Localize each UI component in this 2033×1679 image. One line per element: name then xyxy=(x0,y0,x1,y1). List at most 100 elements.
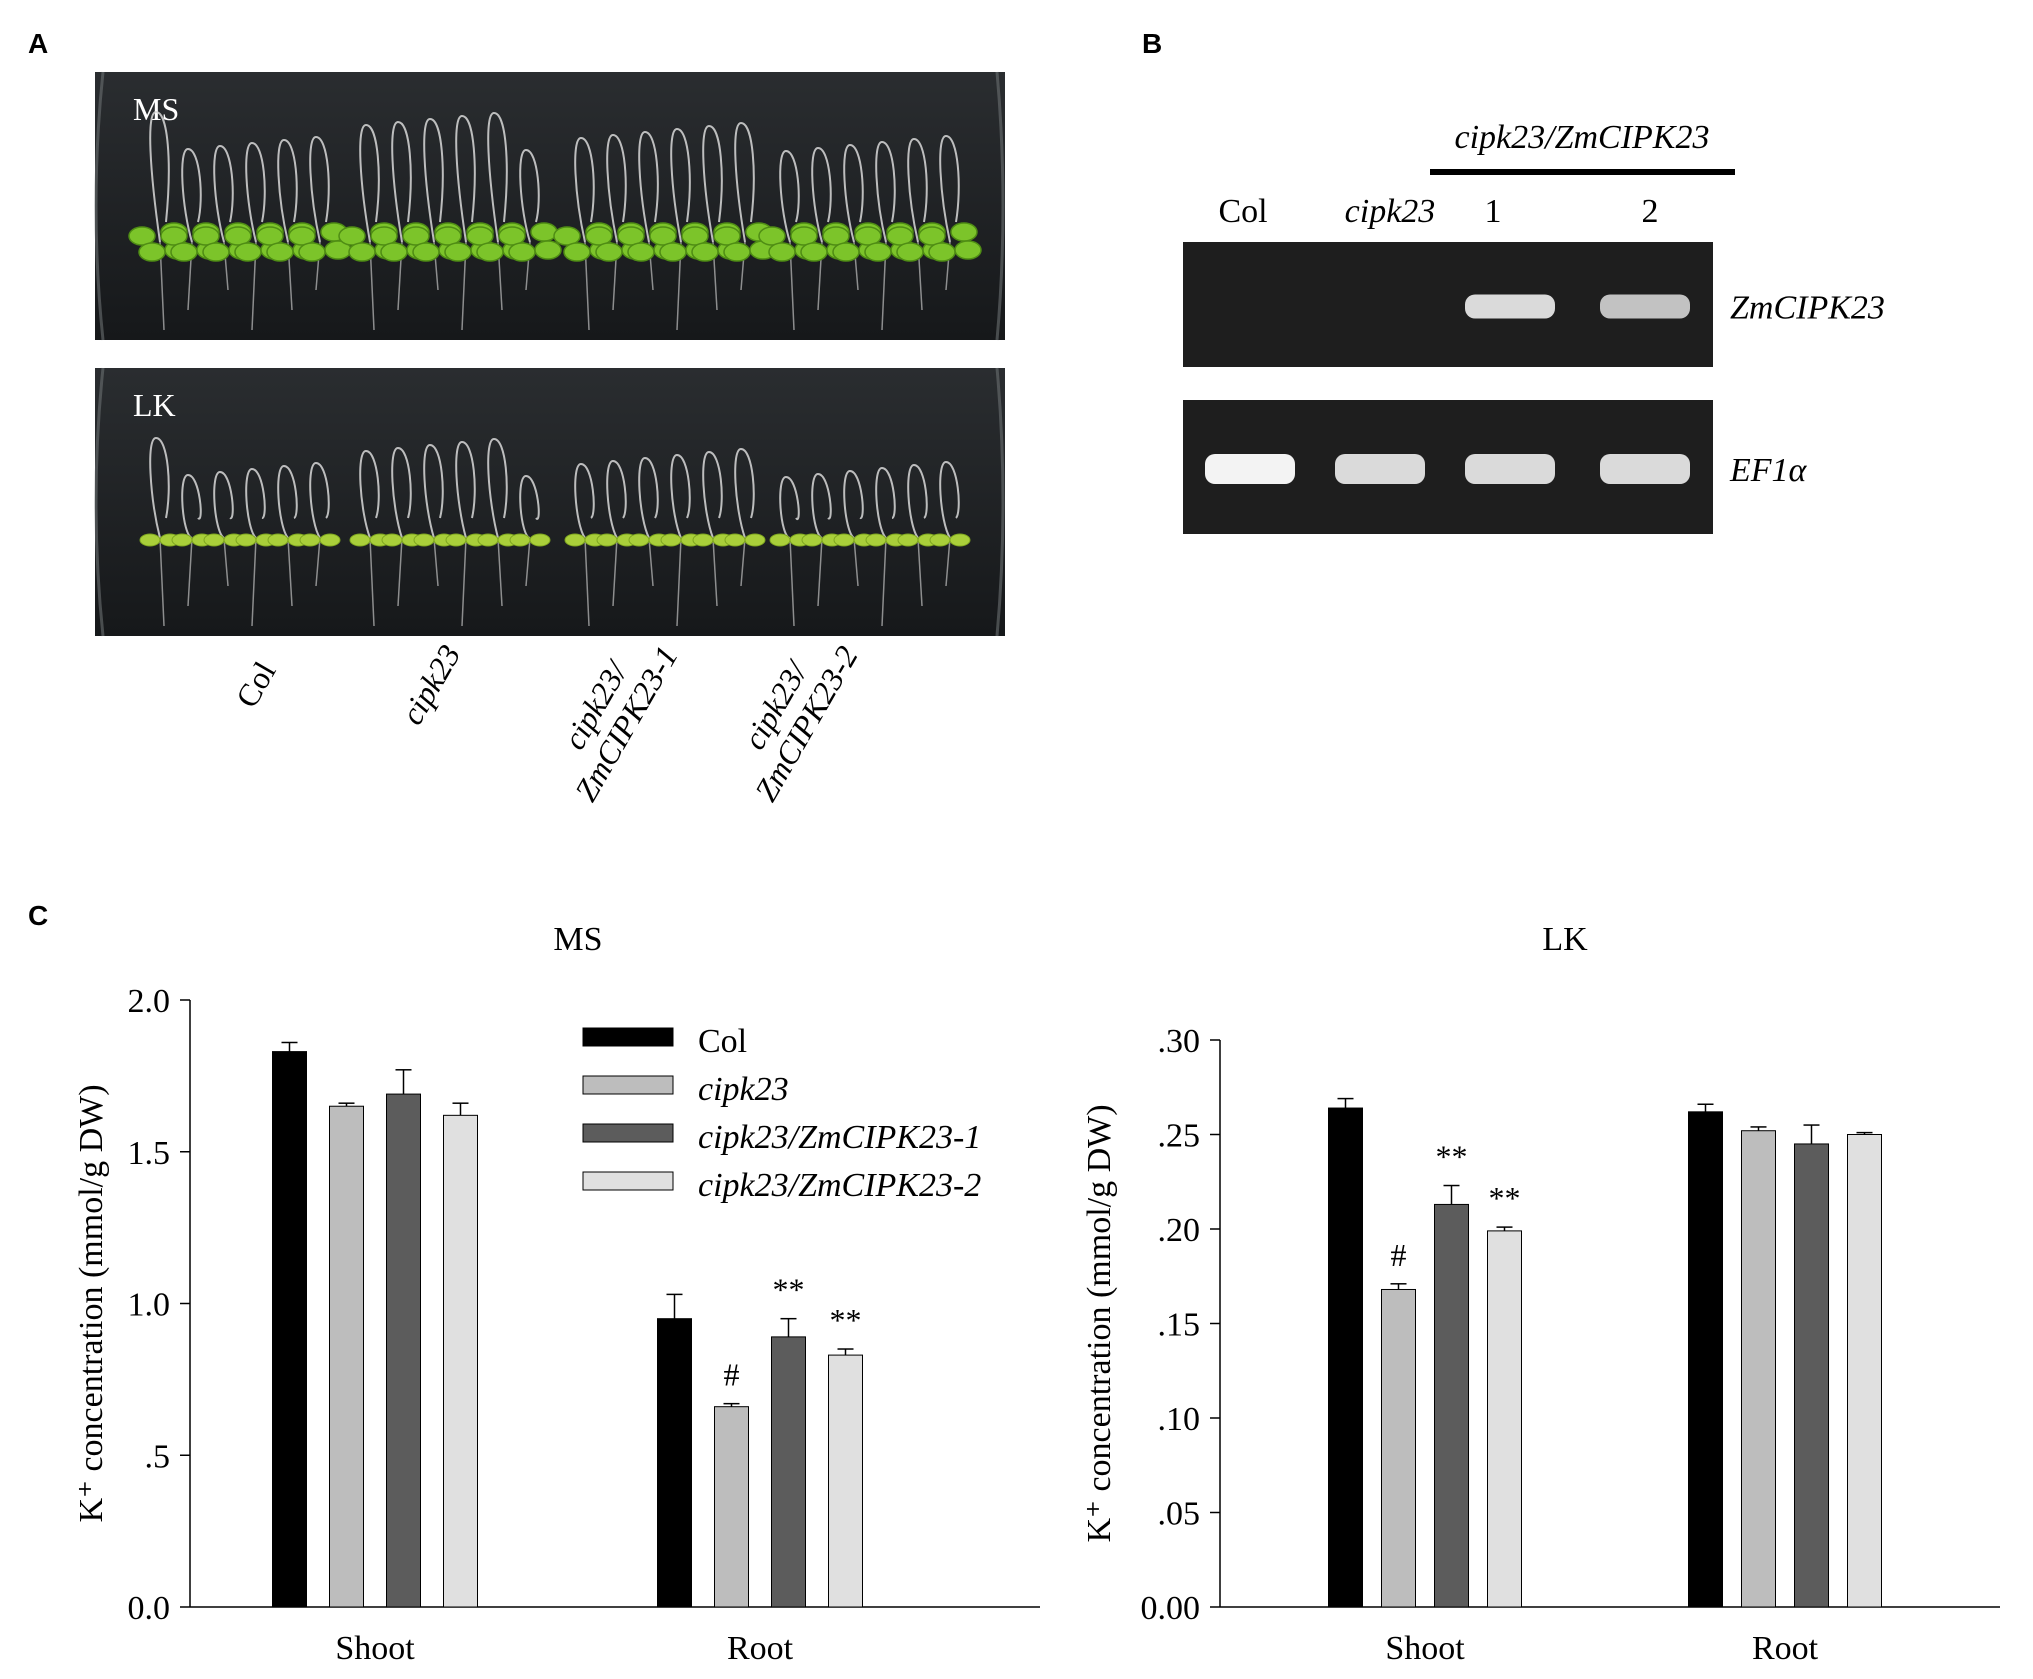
gel-band xyxy=(1465,294,1555,319)
plate-rim-left xyxy=(94,71,105,341)
bar xyxy=(1741,1130,1776,1608)
seedling-leaf xyxy=(381,533,403,547)
seedling-group xyxy=(139,436,341,627)
gel-band xyxy=(1335,454,1425,484)
seedling-root xyxy=(881,537,887,627)
seedling-leaf xyxy=(800,242,828,262)
gel-band xyxy=(1600,454,1690,484)
seedling-leaf xyxy=(299,533,321,547)
bar xyxy=(657,1318,692,1608)
seedling-leaf xyxy=(203,533,225,547)
seedling-leaf xyxy=(832,242,860,262)
seedling-leaf xyxy=(822,226,850,246)
seedling-leaf xyxy=(171,533,193,547)
y-axis-label: K⁺ concentration (mmol/g DW) xyxy=(1081,1104,1118,1542)
bar xyxy=(828,1354,863,1608)
seedling-group xyxy=(564,447,766,627)
seedling-root xyxy=(638,130,659,243)
x-category-label: Root xyxy=(727,1630,794,1667)
seedling-group xyxy=(338,111,562,331)
seedling-root xyxy=(734,447,755,539)
legend-swatch xyxy=(582,1123,674,1143)
significance-mark: ** xyxy=(1436,1139,1468,1175)
y-tick-label: .05 xyxy=(1158,1496,1201,1533)
seedling-leaf xyxy=(319,533,341,547)
y-tick-label: 0.00 xyxy=(1141,1590,1201,1627)
seedling-leaf xyxy=(413,533,435,547)
bar xyxy=(272,1051,307,1608)
seedling-leaf xyxy=(896,242,924,262)
seedling-root xyxy=(702,124,723,243)
y-tick-label: .5 xyxy=(145,1438,171,1475)
seedling-leaf xyxy=(886,226,914,246)
seedling-leaf xyxy=(192,226,220,246)
seedling-root xyxy=(907,137,928,243)
seedling-leaf xyxy=(412,242,440,262)
seedling-leaf xyxy=(534,240,562,260)
seedling-root xyxy=(612,537,618,607)
y-tick-label: 1.5 xyxy=(128,1135,171,1172)
bar-chart-lk: LK 0.00 .05 .10 .15 .20 .25 .30 K⁺ concentration… xyxy=(1081,921,2000,1667)
seedling-root xyxy=(309,461,330,539)
seedling-leaf xyxy=(477,533,499,547)
genotype-label: cipk23 xyxy=(394,639,468,731)
bar xyxy=(1847,1134,1882,1608)
seedling-leaf xyxy=(864,242,892,262)
seedling-group xyxy=(758,134,982,331)
seedling-root xyxy=(853,537,859,587)
seedling-leaf xyxy=(659,242,687,262)
seedling-leaf xyxy=(234,242,262,262)
y-tick-label: .25 xyxy=(1158,1118,1201,1155)
seedling-root xyxy=(397,537,403,607)
seedling-root xyxy=(359,123,380,243)
bar xyxy=(771,1336,806,1608)
lane-label: Col xyxy=(1218,193,1267,230)
legend-swatch xyxy=(582,1171,674,1191)
seedling-root xyxy=(277,464,298,539)
seedling-leaf xyxy=(466,226,494,246)
y-tick-label: 1.0 xyxy=(128,1287,171,1324)
seedling-leaf xyxy=(929,533,951,547)
seedling-root xyxy=(245,467,266,539)
seedling-root xyxy=(455,114,476,243)
seedling-leaf xyxy=(348,242,376,262)
seedling-leaf xyxy=(790,226,818,246)
seedling-root xyxy=(843,143,864,243)
seedling-leaf xyxy=(498,226,526,246)
seedling-leaf xyxy=(267,533,289,547)
seedling-root xyxy=(817,537,823,607)
legend-label: cipk23 xyxy=(698,1071,789,1108)
significance-mark: # xyxy=(724,1357,740,1393)
seedling-root xyxy=(638,456,659,539)
seedling-root xyxy=(433,537,439,587)
panel-letter-b: B xyxy=(1142,28,1163,59)
seedling-root xyxy=(702,450,723,539)
y-tick-label: 0.0 xyxy=(128,1590,171,1627)
panel-letter-c: C xyxy=(28,900,49,931)
panel-letter-a: A xyxy=(28,28,49,59)
seedling-root xyxy=(843,469,864,539)
seedling-leaf xyxy=(768,242,796,262)
seedling-root xyxy=(875,140,896,243)
gene-label: EF1α xyxy=(1729,452,1808,489)
seedling-root xyxy=(584,537,590,627)
legend-swatch xyxy=(582,1075,674,1095)
y-tick-label: .30 xyxy=(1158,1023,1201,1060)
seedling-leaf xyxy=(128,226,156,246)
seedling-root xyxy=(789,537,795,627)
genotype-label-line: Col xyxy=(228,655,282,713)
seedling-leaf xyxy=(713,226,741,246)
seedling-leaf xyxy=(402,226,430,246)
seedling-leaf xyxy=(595,242,623,262)
y-tick-label: 2.0 xyxy=(128,983,171,1020)
seedling-root xyxy=(939,460,960,539)
significance-mark: # xyxy=(1391,1237,1407,1273)
seedling-root xyxy=(811,146,832,243)
seedling-root xyxy=(487,111,508,243)
seedling-root xyxy=(369,537,375,627)
seedling-leaf xyxy=(928,242,956,262)
seedling-root xyxy=(917,537,923,607)
seedling-root xyxy=(423,443,444,539)
seedling-root xyxy=(648,537,654,587)
genotype-label-line: cipk23 xyxy=(394,639,468,731)
